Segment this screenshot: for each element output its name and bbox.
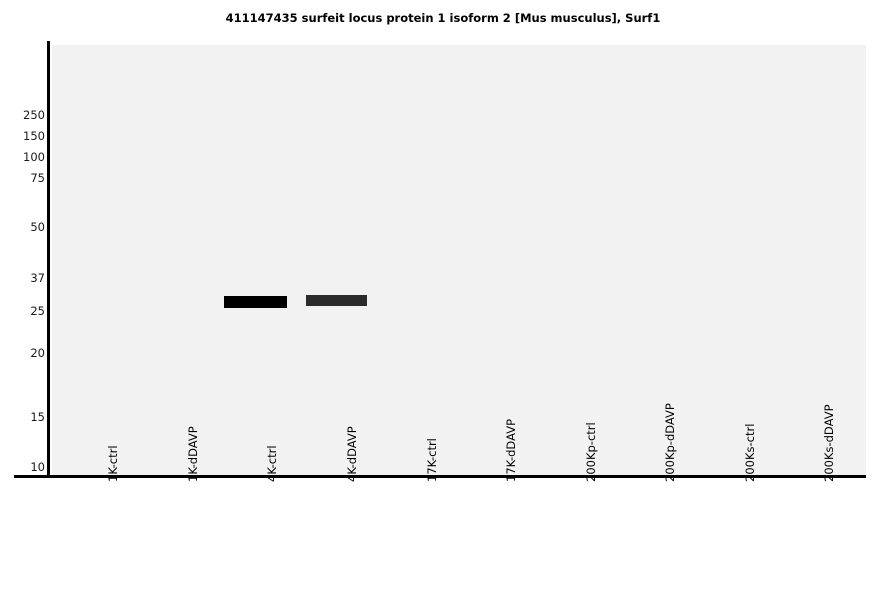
x-axis-line	[14, 475, 866, 478]
y-axis-tick-label: 100	[23, 150, 45, 164]
x-axis-tick-label: 4K-dDAVP	[345, 426, 359, 482]
y-axis-tick-label: 150	[23, 129, 45, 143]
x-axis-tick-label: 200Ks-ctrl	[743, 423, 757, 482]
y-axis-tick-label: 15	[30, 410, 45, 424]
x-axis-tick-label: 200Kp-ctrl	[584, 422, 598, 482]
blot-band	[306, 295, 367, 306]
y-axis-line	[47, 41, 50, 478]
y-axis-tick-label: 50	[30, 220, 45, 234]
chart-title: 411147435 surfeit locus protein 1 isofor…	[225, 11, 661, 25]
blot-band	[224, 296, 287, 308]
x-axis-tick-label: 1K-ctrl	[106, 445, 120, 482]
y-axis-tick-label: 20	[30, 346, 45, 360]
y-axis-tick-label: 250	[23, 108, 45, 122]
x-axis-tick-label: 200Ks-dDAVP	[822, 404, 836, 482]
x-axis-tick-label: 4K-ctrl	[265, 445, 279, 482]
x-axis-tick-label: 17K-ctrl	[425, 438, 439, 482]
x-axis-tick-label: 1K-dDAVP	[186, 426, 200, 482]
y-axis-tick-label: 37	[30, 271, 45, 285]
x-axis-tick-label: 17K-dDAVP	[504, 418, 518, 482]
plot-area	[52, 45, 866, 476]
y-axis-tick-label: 75	[30, 171, 45, 185]
y-axis-tick-label: 10	[30, 460, 45, 474]
x-axis-tick-label: 200Kp-dDAVP	[663, 403, 677, 482]
y-axis-tick-label: 25	[30, 304, 45, 318]
y-axis-tick-labels: 250 150 100 75 50 37 25 20 15 10	[0, 0, 45, 595]
